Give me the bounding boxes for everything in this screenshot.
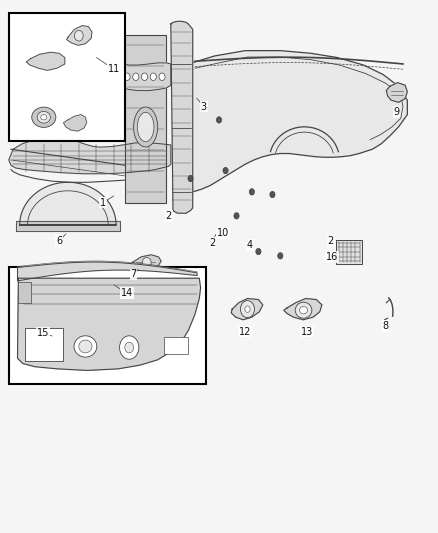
Text: 3: 3 <box>201 102 207 111</box>
Text: 8: 8 <box>382 321 389 331</box>
Bar <box>18 282 31 303</box>
Text: 12: 12 <box>239 327 251 336</box>
Text: 14: 14 <box>121 288 133 298</box>
Polygon shape <box>16 221 120 231</box>
Polygon shape <box>20 182 116 225</box>
Circle shape <box>270 191 275 198</box>
Circle shape <box>150 73 156 80</box>
Circle shape <box>256 248 261 255</box>
Polygon shape <box>26 52 65 70</box>
Polygon shape <box>171 21 193 213</box>
Circle shape <box>125 342 134 353</box>
Polygon shape <box>18 278 201 370</box>
Polygon shape <box>64 115 87 131</box>
Bar <box>25 328 63 361</box>
Text: 6: 6 <box>56 236 62 246</box>
Text: 15: 15 <box>37 328 49 338</box>
Circle shape <box>74 30 83 41</box>
Ellipse shape <box>37 111 50 123</box>
Ellipse shape <box>41 115 47 120</box>
Circle shape <box>249 189 254 195</box>
Bar <box>125 35 166 203</box>
Ellipse shape <box>134 107 158 147</box>
Polygon shape <box>131 255 161 271</box>
Text: 2: 2 <box>328 236 334 246</box>
Text: 7: 7 <box>131 270 137 279</box>
Circle shape <box>159 73 165 80</box>
Polygon shape <box>18 262 197 281</box>
Bar <box>164 337 188 354</box>
Circle shape <box>133 73 139 80</box>
Circle shape <box>120 336 139 359</box>
Circle shape <box>188 175 193 182</box>
Polygon shape <box>231 298 263 320</box>
Ellipse shape <box>295 302 312 318</box>
Polygon shape <box>67 26 92 45</box>
Circle shape <box>216 117 222 123</box>
Ellipse shape <box>74 336 97 357</box>
Polygon shape <box>188 51 407 192</box>
Text: 16: 16 <box>326 252 338 262</box>
Polygon shape <box>386 83 407 102</box>
Text: 10: 10 <box>217 229 230 238</box>
Circle shape <box>245 306 250 312</box>
Text: 2: 2 <box>209 238 215 247</box>
Text: 2: 2 <box>166 211 172 221</box>
Text: 9: 9 <box>393 107 399 117</box>
Text: 1: 1 <box>100 198 106 207</box>
Bar <box>9 266 206 384</box>
Polygon shape <box>284 298 322 320</box>
Text: 13: 13 <box>300 327 313 336</box>
Ellipse shape <box>137 112 154 142</box>
Ellipse shape <box>79 340 92 353</box>
Circle shape <box>240 301 254 318</box>
Ellipse shape <box>32 107 56 127</box>
Polygon shape <box>116 63 171 91</box>
Bar <box>9 13 125 141</box>
Text: 11: 11 <box>108 64 120 74</box>
Circle shape <box>142 257 151 268</box>
Circle shape <box>223 167 228 174</box>
Polygon shape <box>9 138 171 174</box>
Text: 4: 4 <box>247 240 253 250</box>
Circle shape <box>278 253 283 259</box>
Circle shape <box>141 73 148 80</box>
Circle shape <box>124 73 130 80</box>
Circle shape <box>234 213 239 219</box>
Bar <box>336 240 362 264</box>
Ellipse shape <box>300 306 307 314</box>
